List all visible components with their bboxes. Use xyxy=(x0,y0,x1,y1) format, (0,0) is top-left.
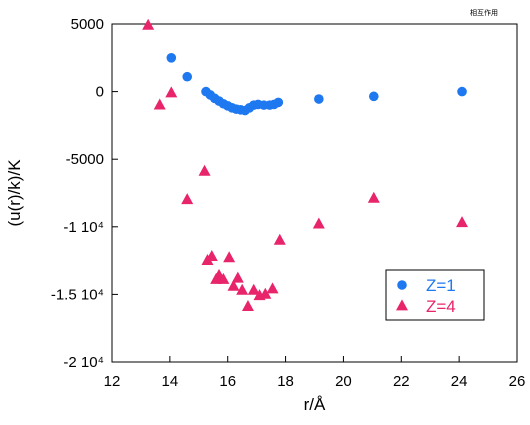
x-tick-label: 22 xyxy=(393,373,410,390)
legend-box xyxy=(385,269,485,321)
data-point xyxy=(217,272,230,284)
data-point xyxy=(165,86,178,98)
data-point xyxy=(367,191,380,203)
data-point xyxy=(227,279,240,291)
x-tick-label: 26 xyxy=(509,373,526,390)
data-points xyxy=(142,18,469,311)
data-point xyxy=(153,98,166,110)
data-point xyxy=(273,97,284,108)
x-tick-label: 16 xyxy=(219,373,236,390)
axis-ticks: 12 14 16 18 20 22 24 26 5000 0 -5000 -1 10⁴ -1.5 10⁴… xyxy=(51,16,526,390)
data-point xyxy=(166,53,177,63)
corner-label: 相互作用 xyxy=(470,8,498,17)
y-tick-label: 5000 xyxy=(71,16,104,33)
data-point xyxy=(181,193,194,205)
x-tick-label: 20 xyxy=(335,373,352,390)
data-point xyxy=(457,86,467,97)
data-point xyxy=(182,71,193,82)
plot-frame xyxy=(111,23,518,363)
legend-entry: Z=4 xyxy=(426,297,456,316)
data-point xyxy=(142,18,155,30)
data-point xyxy=(456,216,469,228)
data-point xyxy=(231,271,244,283)
data-point xyxy=(266,282,279,294)
data-point xyxy=(273,233,286,245)
y-tick-label: -1.5 10⁴ xyxy=(51,286,104,303)
y-tick-label: 0 xyxy=(96,84,104,101)
data-point xyxy=(312,217,325,229)
data-point xyxy=(236,283,249,295)
y-tick-label: -5000 xyxy=(66,151,104,168)
x-tick-label: 12 xyxy=(104,373,121,390)
data-point xyxy=(223,251,236,263)
x-axis-label: r/Å xyxy=(304,395,326,414)
series-z-4 xyxy=(142,18,469,311)
data-point xyxy=(241,299,254,311)
x-tick-label: 18 xyxy=(277,373,294,390)
data-point xyxy=(247,283,260,295)
y-tick-label: -1 10⁴ xyxy=(63,219,104,236)
legend-marker xyxy=(397,280,407,290)
data-point xyxy=(205,249,218,261)
data-point xyxy=(369,91,379,102)
x-tick-label: 24 xyxy=(451,373,468,390)
data-point xyxy=(314,94,324,104)
data-point xyxy=(198,164,211,176)
y-tick-label: -2 10⁴ xyxy=(63,354,104,371)
x-tick-label: 14 xyxy=(162,373,179,390)
y-axis-label: (u(r)/k)/K xyxy=(5,159,24,227)
legend: Z=1Z=4 xyxy=(385,269,485,321)
legend-entry: Z=1 xyxy=(426,276,456,295)
plot-area xyxy=(111,23,518,363)
data-point xyxy=(259,287,272,299)
series-z-1 xyxy=(166,53,467,116)
legend-marker xyxy=(396,299,408,311)
